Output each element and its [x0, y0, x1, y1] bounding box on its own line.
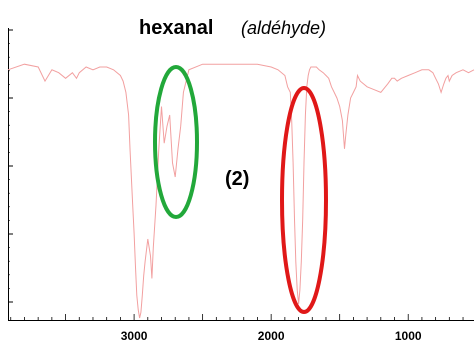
x-tick-label: 3000: [121, 329, 148, 343]
x-axis-tick-labels: 3000 2000 1000: [121, 329, 422, 343]
green-highlight-ellipse: [153, 65, 199, 219]
chart-title: hexanal: [139, 17, 213, 39]
y-axis-ticks: [8, 29, 13, 303]
red-highlight-ellipse: [280, 86, 328, 314]
annotation-label: (2): [225, 168, 249, 190]
plot-frame: [8, 28, 474, 320]
series-line: [7, 63, 475, 319]
x-axis-ticks: [10, 314, 464, 320]
title-background: [126, 14, 381, 40]
chart-subtitle: (aldéhyde): [241, 18, 326, 38]
series-group: [7, 63, 475, 319]
x-tick-label: 1000: [395, 329, 422, 343]
x-tick-label: 2000: [258, 329, 285, 343]
